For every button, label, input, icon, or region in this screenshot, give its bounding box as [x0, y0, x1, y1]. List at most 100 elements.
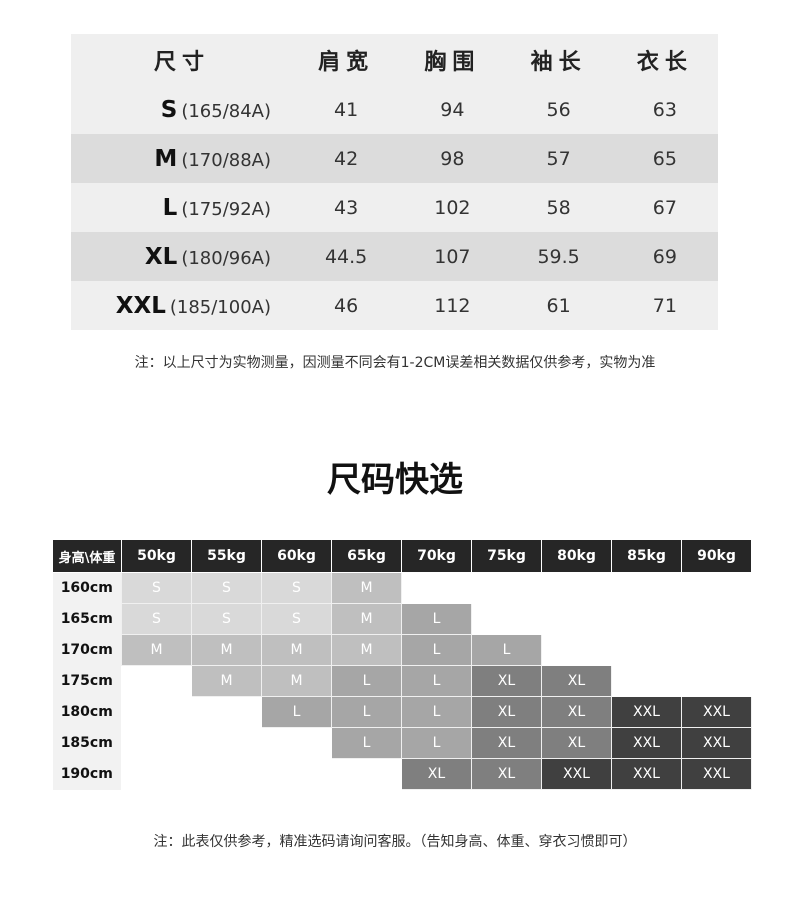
- quick-select-note: 注：此表仅供参考，精准选码请询问客服。（告知身高、体重、穿衣习惯即可）: [153, 834, 637, 850]
- size-recommendation-cell: L: [331, 727, 402, 759]
- size-recommendation-cell: XL: [471, 696, 542, 728]
- weight-header-row: 身高\体重 50kg 55kg 60kg 65kg 70kg 75kg 80kg 85kg 90…: [52, 539, 752, 573]
- size-recommendation-cell: L: [331, 696, 402, 728]
- size-recommendation-cell: [121, 758, 192, 790]
- size-recommendation-cell: [261, 727, 332, 759]
- weight-header: 85kg: [611, 539, 682, 573]
- size-recommendation-cell: XXL: [611, 727, 682, 759]
- size-recommendation-cell: [611, 572, 682, 604]
- size-recommendation-cell: S: [191, 572, 262, 604]
- height-label: 180cm: [52, 696, 122, 728]
- height-label: 170cm: [52, 634, 122, 666]
- size-recommendation-cell: [471, 603, 542, 635]
- size-recommendation-cell: XL: [541, 665, 612, 697]
- height-row: 180cm L L L XL XL XXL XXL: [52, 696, 752, 728]
- height-label: 185cm: [52, 727, 122, 759]
- size-cell: XXL (185/100A): [71, 281, 293, 330]
- table-row: L (175/92A) 43 102 58 67: [71, 183, 718, 232]
- size-recommendation-cell: M: [191, 634, 262, 666]
- size-recommendation-cell: S: [121, 572, 192, 604]
- header-shoulder: 肩宽: [293, 34, 400, 85]
- size-recommendation-cell: XXL: [681, 727, 752, 759]
- header-size: 尺寸: [71, 34, 293, 85]
- size-recommendation-cell: L: [401, 665, 472, 697]
- size-recommendation-cell: XXL: [681, 696, 752, 728]
- size-recommendation-cell: XL: [471, 758, 542, 790]
- size-recommendation-cell: XXL: [611, 758, 682, 790]
- size-recommendation-cell: [541, 572, 612, 604]
- size-recommendation-cell: [121, 696, 192, 728]
- size-recommendation-cell: [121, 665, 192, 697]
- size-recommendation-cell: XL: [401, 758, 472, 790]
- size-cell: L (175/92A): [71, 183, 293, 232]
- height-row: 190cm XL XL XXL XXL XXL: [52, 758, 752, 790]
- measure-cell: 98: [399, 134, 506, 183]
- measure-cell: 69: [611, 232, 718, 281]
- header-chest: 胸围: [399, 34, 506, 85]
- size-cell: S (165/84A): [71, 85, 293, 134]
- table-row: M (170/88A) 42 98 57 65: [71, 134, 718, 183]
- size-spec: (180/96A): [181, 247, 271, 269]
- measure-cell: 63: [611, 85, 718, 134]
- size-recommendation-cell: M: [331, 603, 402, 635]
- size-recommendation-cell: [541, 603, 612, 635]
- size-recommendation-cell: M: [121, 634, 192, 666]
- size-spec: (170/88A): [181, 149, 271, 171]
- size-recommendation-cell: XL: [541, 727, 612, 759]
- height-label: 160cm: [52, 572, 122, 604]
- size-recommendation-cell: M: [261, 634, 332, 666]
- size-recommendation-cell: [681, 572, 752, 604]
- size-recommendation-cell: S: [261, 572, 332, 604]
- table-row: XXL (185/100A) 46 112 61 71: [71, 281, 718, 330]
- size-recommendation-cell: L: [471, 634, 542, 666]
- size-recommendation-cell: M: [191, 665, 262, 697]
- measure-cell: 71: [611, 281, 718, 330]
- size-recommendation-cell: [191, 696, 262, 728]
- height-row: 185cm L L XL XL XXL XXL: [52, 727, 752, 759]
- measure-cell: 65: [611, 134, 718, 183]
- size-spec: (185/100A): [169, 296, 271, 318]
- size-recommendation-cell: [541, 634, 612, 666]
- weight-header: 90kg: [681, 539, 752, 573]
- size-recommendation-cell: [681, 665, 752, 697]
- header-sleeve: 袖长: [505, 34, 612, 85]
- size-recommendation-cell: M: [331, 572, 402, 604]
- height-label: 175cm: [52, 665, 122, 697]
- size-recommendation-cell: XXL: [541, 758, 612, 790]
- size-recommendation-cell: [191, 727, 262, 759]
- measure-cell: 61: [505, 281, 612, 330]
- size-label: XXL: [115, 292, 166, 319]
- size-cell: M (170/88A): [71, 134, 293, 183]
- size-recommendation-cell: XL: [471, 665, 542, 697]
- weight-header: 75kg: [471, 539, 542, 573]
- size-recommendation-cell: [681, 634, 752, 666]
- header-length: 衣长: [611, 34, 718, 85]
- measure-cell: 94: [399, 85, 506, 134]
- height-row: 160cm S S S M: [52, 572, 752, 604]
- size-label: L: [162, 194, 178, 221]
- weight-header: 60kg: [261, 539, 332, 573]
- measure-cell: 57: [505, 134, 612, 183]
- measure-cell: 107: [399, 232, 506, 281]
- measure-cell: 46: [293, 281, 400, 330]
- size-recommendation-cell: XL: [541, 696, 612, 728]
- size-recommendation-cell: [401, 572, 472, 604]
- size-recommendation-cell: [331, 758, 402, 790]
- size-recommendation-cell: S: [191, 603, 262, 635]
- size-recommendation-cell: [681, 603, 752, 635]
- measure-cell: 42: [293, 134, 400, 183]
- measurement-note: 注：以上尺寸为实物测量，因测量不同会有1-2CM误差相关数据仅供参考，实物为准: [134, 355, 656, 371]
- size-recommendation-cell: L: [401, 603, 472, 635]
- height-label: 190cm: [52, 758, 122, 790]
- measure-cell: 41: [293, 85, 400, 134]
- size-recommendation-cell: S: [261, 603, 332, 635]
- size-recommendation-cell: [471, 572, 542, 604]
- size-recommendation-cell: L: [401, 696, 472, 728]
- size-cell: XL (180/96A): [71, 232, 293, 281]
- size-label: M: [154, 145, 178, 172]
- weight-header: 80kg: [541, 539, 612, 573]
- size-recommendation-cell: XXL: [681, 758, 752, 790]
- weight-header: 55kg: [191, 539, 262, 573]
- weight-header: 50kg: [121, 539, 192, 573]
- size-spec: (175/92A): [181, 198, 271, 220]
